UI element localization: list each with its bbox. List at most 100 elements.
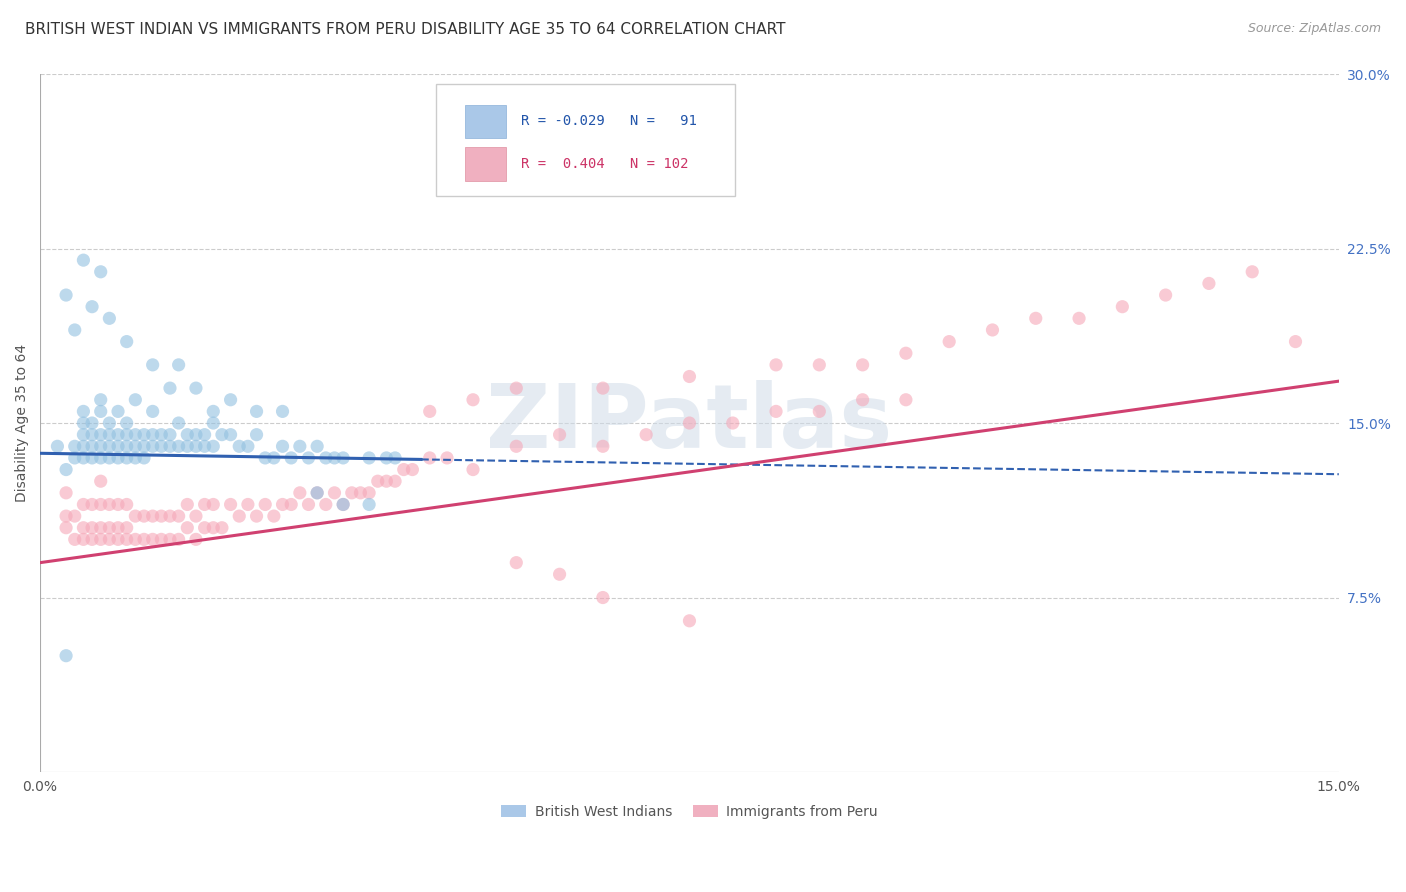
Point (202, 404, 225, 418)
Point (852, 358, 875, 372)
Point (150, 439, 173, 453)
Point (271, 404, 294, 418)
Point (90, 439, 112, 453)
Point (90, 392, 112, 407)
Point (150, 533, 173, 547)
Point (159, 533, 181, 547)
FancyBboxPatch shape (436, 85, 735, 196)
Point (505, 556, 527, 570)
Point (72, 416, 94, 430)
Point (271, 498, 294, 512)
Point (124, 450, 146, 465)
Point (176, 521, 198, 535)
Point (124, 392, 146, 407)
Point (107, 450, 129, 465)
Point (63, 450, 86, 465)
Point (981, 323, 1004, 337)
Point (315, 498, 337, 512)
Point (332, 450, 354, 465)
Point (150, 509, 173, 524)
Point (1241, 265, 1264, 279)
Point (219, 498, 242, 512)
Point (90, 533, 112, 547)
Point (63, 509, 86, 524)
Point (98, 416, 121, 430)
Point (592, 439, 614, 453)
Point (359, 450, 381, 465)
Point (271, 439, 294, 453)
Point (461, 392, 484, 407)
Point (167, 358, 190, 372)
Point (548, 427, 571, 442)
Point (297, 450, 319, 465)
Point (115, 427, 138, 442)
Point (211, 427, 233, 442)
Point (263, 509, 285, 524)
Point (678, 614, 700, 628)
Point (142, 358, 165, 372)
Point (254, 498, 277, 512)
Point (592, 381, 614, 395)
Point (202, 439, 225, 453)
Point (90, 265, 112, 279)
Point (107, 427, 129, 442)
Point (375, 450, 398, 465)
Point (80, 427, 103, 442)
Y-axis label: Disability Age 35 to 64: Disability Age 35 to 64 (15, 344, 30, 502)
Point (72, 404, 94, 418)
Point (340, 486, 363, 500)
Point (894, 392, 917, 407)
Point (236, 439, 259, 453)
Point (808, 358, 831, 372)
Point (184, 509, 207, 524)
Point (115, 416, 138, 430)
Point (142, 404, 165, 418)
Point (280, 498, 302, 512)
Point (159, 439, 181, 453)
Point (765, 404, 787, 418)
Point (184, 427, 207, 442)
Point (115, 450, 138, 465)
Point (236, 498, 259, 512)
Point (115, 334, 138, 349)
Point (505, 439, 527, 453)
Point (132, 427, 155, 442)
Point (98, 533, 121, 547)
FancyBboxPatch shape (465, 104, 506, 138)
Point (107, 521, 129, 535)
Point (72, 498, 94, 512)
Point (142, 509, 165, 524)
Point (72, 427, 94, 442)
Point (548, 567, 571, 582)
Point (167, 533, 190, 547)
Point (636, 427, 658, 442)
Point (194, 439, 217, 453)
Point (63, 323, 86, 337)
Point (678, 416, 700, 430)
Point (142, 427, 165, 442)
Point (219, 427, 242, 442)
Point (107, 533, 129, 547)
Point (194, 427, 217, 442)
Point (98, 521, 121, 535)
Point (72, 450, 94, 465)
Point (132, 439, 155, 453)
Point (107, 439, 129, 453)
Point (90, 521, 112, 535)
Point (115, 521, 138, 535)
Point (254, 450, 277, 465)
Point (894, 346, 917, 360)
Point (228, 509, 250, 524)
Point (1198, 277, 1220, 291)
Point (132, 533, 155, 547)
Point (202, 521, 225, 535)
Point (80, 450, 103, 465)
Point (678, 369, 700, 384)
Point (80, 300, 103, 314)
Point (90, 404, 112, 418)
Point (384, 450, 406, 465)
Point (367, 474, 389, 488)
Point (98, 311, 121, 326)
Point (55, 648, 77, 663)
Point (184, 533, 207, 547)
